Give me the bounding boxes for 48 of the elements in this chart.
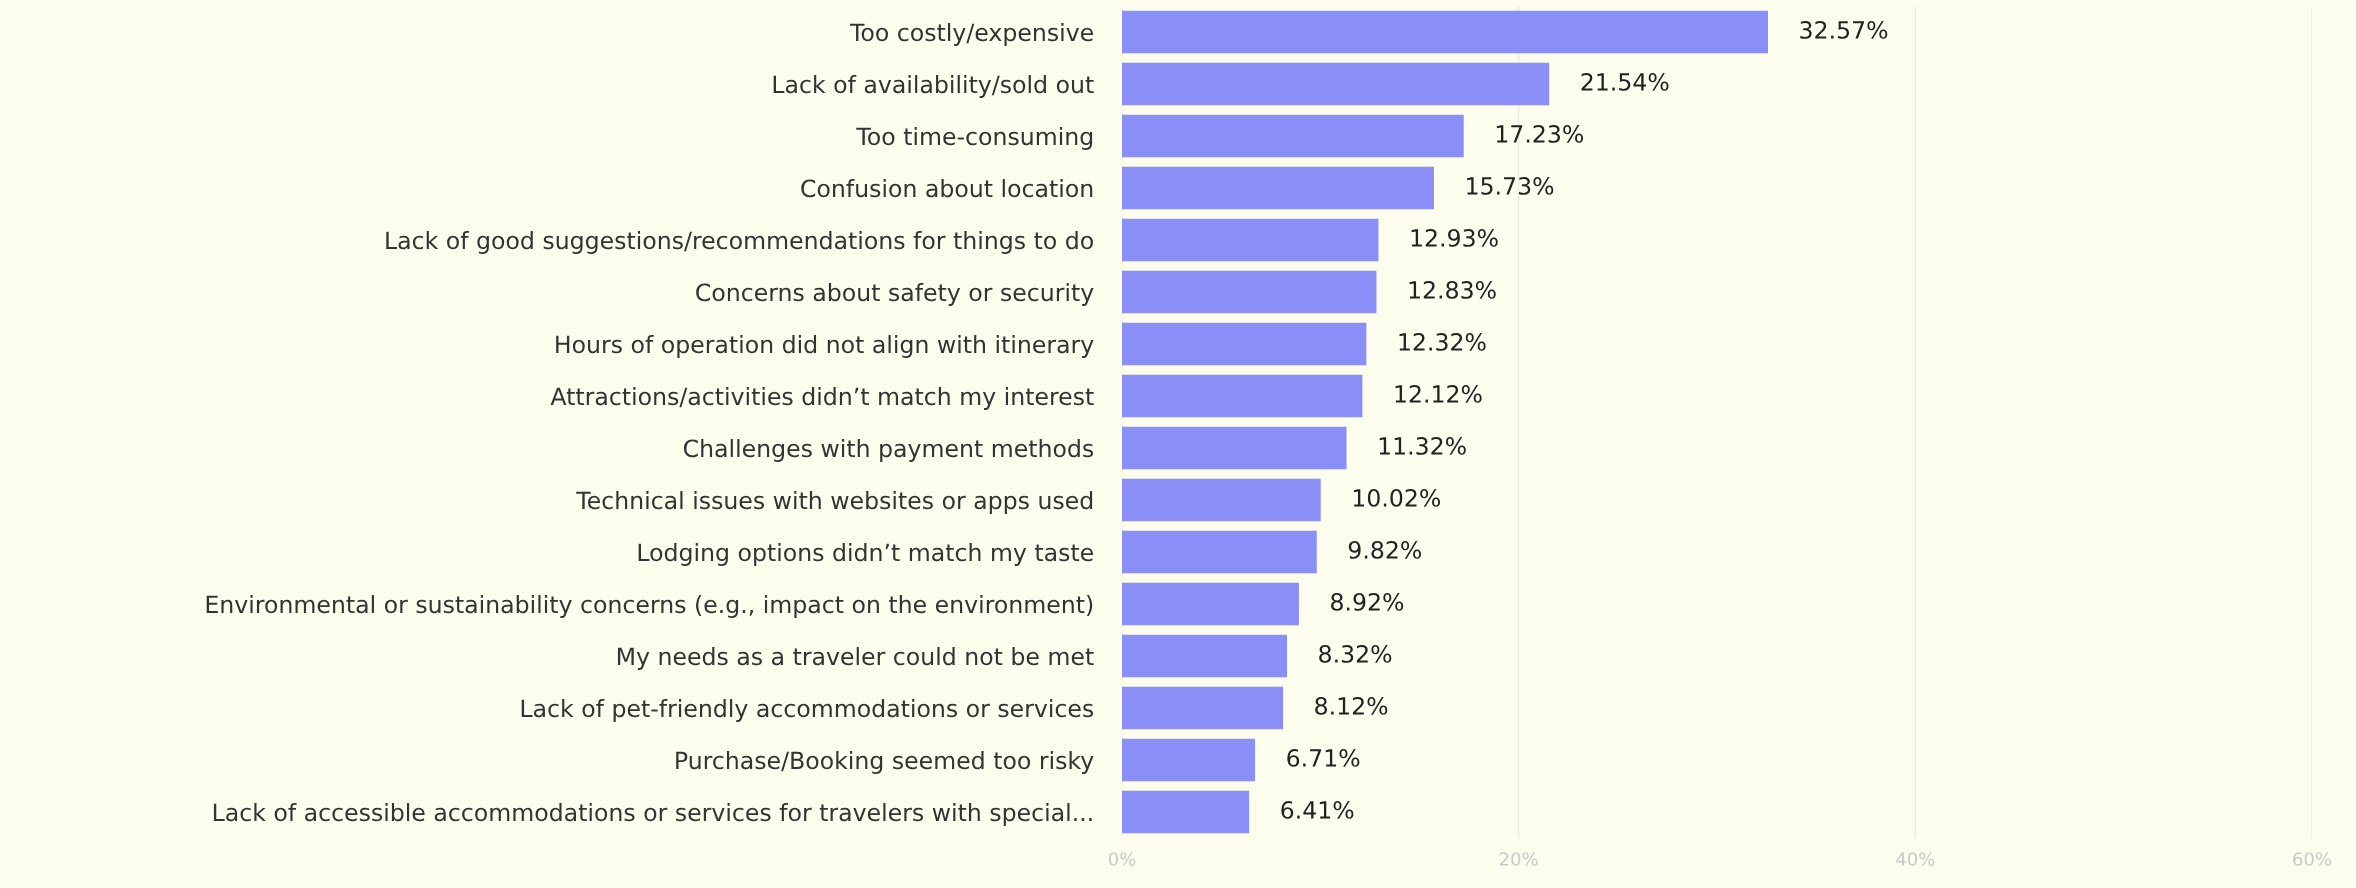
- y-tick-label: Hours of operation did not align with itinerary: [556, 335, 1094, 358]
- data-label: 17.23%: [1496, 124, 1584, 143]
- bar: [1122, 634, 1288, 678]
- bar: [1122, 270, 1377, 314]
- y-tick-label: Confusion about location: [801, 179, 1093, 198]
- data-label: 8.92%: [1331, 592, 1404, 611]
- y-tick-label: My needs as a traveler could not be met: [617, 647, 1094, 670]
- y-tick-label: Purchase/Booking seemed too risky: [676, 751, 1094, 774]
- bar: [1122, 62, 1550, 106]
- bar: [1122, 790, 1250, 834]
- bar: [1122, 478, 1321, 522]
- bar: [1122, 322, 1367, 366]
- data-label: 11.32%: [1379, 436, 1466, 455]
- y-tick-label: Lack of accessible accommodations or services for travelers with special...: [213, 803, 1092, 826]
- bar: [1122, 114, 1464, 158]
- bar: [1122, 738, 1256, 782]
- bar: [1122, 218, 1379, 262]
- data-label: 8.12%: [1315, 696, 1388, 715]
- y-tick-label: Lack of pet-friendly accommodations or services: [521, 699, 1094, 722]
- bar: [1122, 426, 1347, 470]
- data-label: 32.57%: [1800, 20, 1888, 39]
- data-label: 21.54%: [1581, 72, 1669, 91]
- y-tick-label: Environmental or sustainability concerns (e.g., impact on the environment): [206, 595, 1093, 618]
- y-tick-label: Technical issues with websites or apps used: [576, 491, 1093, 514]
- data-label: 12.83%: [1409, 280, 1496, 299]
- data-label: 12.93%: [1411, 228, 1498, 247]
- data-label: 12.12%: [1395, 384, 1482, 403]
- data-label: 9.82%: [1348, 540, 1422, 559]
- bar: [1122, 374, 1363, 418]
- y-tick-label: Too time-consuming: [856, 127, 1093, 150]
- y-tick-label: Attractions/activities didn’t match my interest: [550, 387, 1094, 410]
- bar: [1122, 686, 1284, 730]
- data-label: 12.32%: [1399, 332, 1486, 351]
- data-label: 10.02%: [1353, 488, 1441, 507]
- bar: [1122, 166, 1434, 210]
- bar: [1122, 582, 1299, 626]
- y-tick-label: Concerns about safety or security: [696, 283, 1094, 306]
- data-label: 8.32%: [1319, 644, 1392, 663]
- y-tick-label: Too costly/expensive: [849, 23, 1093, 46]
- y-tick-label: Lack of availability/sold out: [773, 75, 1094, 98]
- data-label: 6.41%: [1281, 800, 1354, 819]
- bar: [1122, 10, 1768, 54]
- data-label: 6.71%: [1287, 748, 1360, 767]
- y-tick-label: Challenges with payment methods: [683, 439, 1094, 462]
- y-tick-label: Lodging options didn’t match my taste: [638, 543, 1093, 566]
- y-tick-label: Lack of good suggestions/recommendations for things to do: [386, 231, 1093, 254]
- data-label: 15.73%: [1467, 176, 1554, 195]
- bar: [1122, 530, 1317, 574]
